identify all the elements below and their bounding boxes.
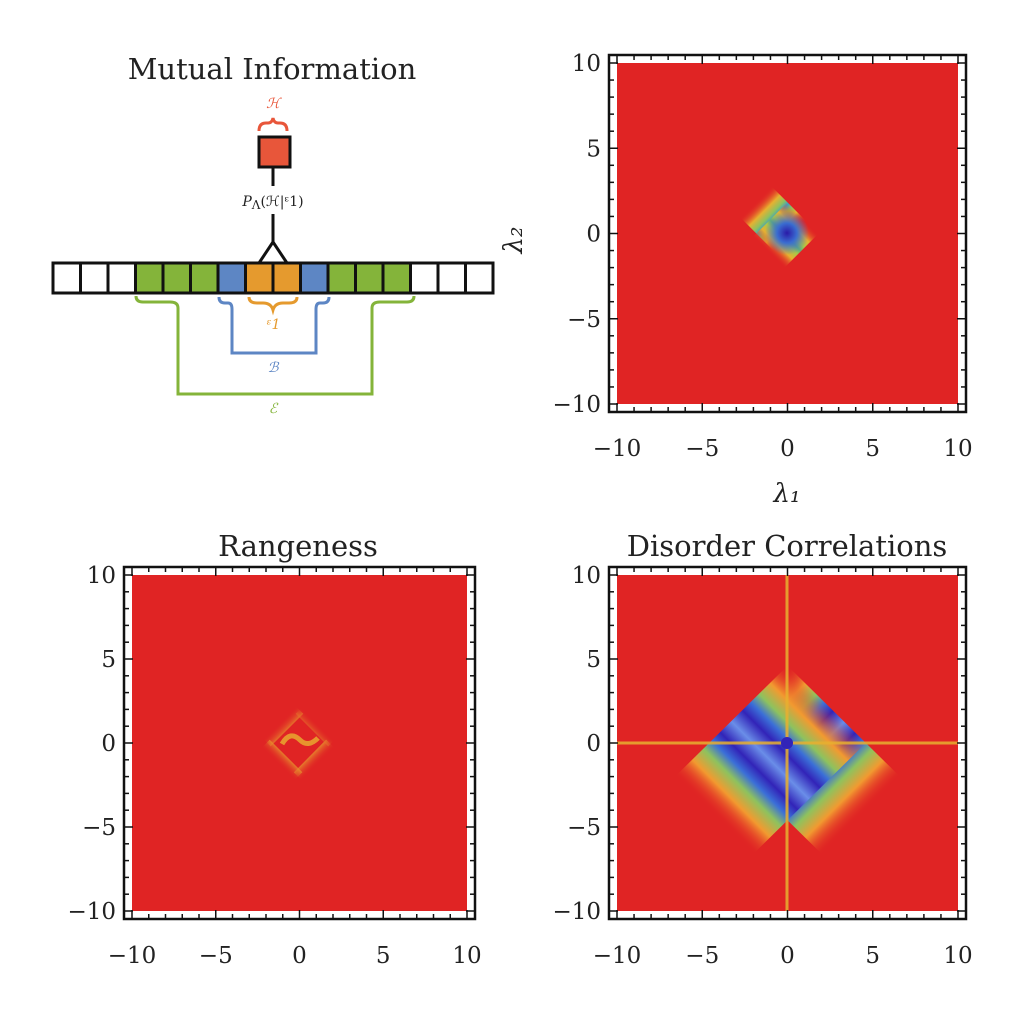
environment-label: ℰ: [269, 401, 279, 417]
lattice-cell: [216, 261, 247, 295]
y-tick-label: −10: [67, 899, 116, 925]
x-tick-label: −5: [199, 943, 233, 969]
x-tick-label: 0: [780, 436, 795, 462]
x-tick-label: 5: [865, 436, 880, 462]
fork-left: [257, 241, 275, 264]
lattice-cell: [354, 261, 385, 295]
x-tick-label: 0: [292, 943, 307, 969]
heatmap-b-field: [132, 575, 467, 911]
panel-a-ylabel: λ₂: [499, 227, 529, 255]
y-tick-label: −5: [82, 815, 116, 841]
heatmap-b-center-twist: [279, 733, 320, 746]
y-tick-label: 5: [101, 647, 116, 673]
y-tick-label: 0: [586, 222, 601, 248]
heatmap-c-field: [617, 575, 958, 911]
heatmap-panel-bottom-left: Rangeness −10 −5 0 5 10 −10 −5 0 5 10: [67, 529, 481, 969]
lattice-cell: [189, 261, 220, 295]
buffer-label: ℬ: [267, 360, 279, 376]
lattice-cell: [51, 261, 82, 295]
lattice-cell: [79, 261, 110, 295]
y-tick-label: −10: [552, 392, 601, 418]
heatmap-a-center-minimum: [765, 211, 809, 255]
axes-a: −10 −5 0 5 10 −10 −5 0 5 10: [552, 51, 972, 462]
diagram-panel: Mutual Information ℋ PΛ(ℋ|ᵋ1) ᵋ1 ℬ ℰ: [51, 52, 495, 417]
lattice-cell: [244, 261, 275, 295]
lattice-cell: [409, 261, 440, 295]
y-tick-label: −10: [552, 899, 601, 925]
heatmap-a-field: [617, 63, 958, 404]
heatmap-panel-bottom-right: Disorder Correlations −10 −5 0 5 10 −10 −5 0 5 10: [552, 529, 972, 969]
heatmap-b-band-lower-right: [293, 739, 467, 911]
y-tick-label: −5: [567, 815, 601, 841]
visible-label: ᵋ1: [266, 317, 281, 333]
lattice-cell: [326, 261, 357, 295]
lattice-cell: [299, 261, 330, 295]
x-tick-label: 10: [943, 943, 972, 969]
hidden-unit: [257, 135, 292, 169]
hidden-label: ℋ: [266, 96, 282, 112]
x-tick-label: −5: [685, 436, 719, 462]
environment-bracket: [134, 295, 416, 396]
x-tick-label: 10: [452, 943, 481, 969]
lattice-cell: [271, 261, 302, 295]
fork-right: [271, 241, 289, 264]
axes-b: −10 −5 0 5 10 −10 −5 0 5 10: [67, 563, 481, 969]
lattice-cell: [464, 261, 495, 295]
prob-sub: Λ: [251, 198, 261, 212]
hidden-brace: [257, 117, 289, 132]
y-tick-label: −5: [567, 307, 601, 333]
x-tick-label: 10: [943, 436, 972, 462]
heatmap-c-center: [781, 737, 793, 749]
heatmap-b-band-upper-right: [295, 575, 467, 747]
lattice-cell: [436, 261, 467, 295]
x-tick-label: 5: [376, 943, 391, 969]
heatmap-panel-top-right: −10 −5 0 5 10 −10 −5 0 5 10 λ₁ λ₂: [499, 51, 973, 509]
y-tick-label: 0: [101, 731, 116, 757]
x-tick-label: 5: [865, 943, 880, 969]
lattice-cell: [106, 261, 137, 295]
axes-c: −10 −5 0 5 10 −10 −5 0 5 10: [552, 563, 972, 969]
panel-c-title: Disorder Correlations: [627, 529, 948, 563]
buffer-bracket: [217, 296, 331, 355]
y-tick-label: 5: [586, 136, 601, 162]
panel-a-xlabel: λ₁: [773, 479, 801, 509]
lattice-cell: [161, 261, 192, 295]
lattice: [51, 261, 495, 295]
probability-label: PΛ(ℋ|ᵋ1): [241, 194, 303, 212]
heatmap-b-band-lower-left: [132, 739, 303, 911]
x-tick-label: −10: [593, 436, 642, 462]
x-tick-label: −10: [108, 943, 157, 969]
prob-args: (ℋ|ᵋ1): [260, 194, 303, 210]
y-tick-label: 10: [572, 563, 601, 589]
lattice-cell: [381, 261, 412, 295]
y-tick-label: 10: [572, 51, 601, 77]
diagram-title: Mutual Information: [128, 52, 417, 86]
y-tick-label: 0: [586, 731, 601, 757]
x-tick-label: −10: [593, 943, 642, 969]
heatmap-b-band-upper-left: [132, 575, 304, 747]
x-tick-label: −5: [685, 943, 719, 969]
x-tick-label: 0: [780, 943, 795, 969]
visible-brace: [247, 296, 299, 316]
prob-p: P: [241, 194, 252, 210]
y-tick-label: 10: [87, 563, 116, 589]
lattice-cell: [134, 261, 165, 295]
panel-b-title: Rangeness: [218, 529, 378, 563]
y-tick-label: 5: [586, 647, 601, 673]
